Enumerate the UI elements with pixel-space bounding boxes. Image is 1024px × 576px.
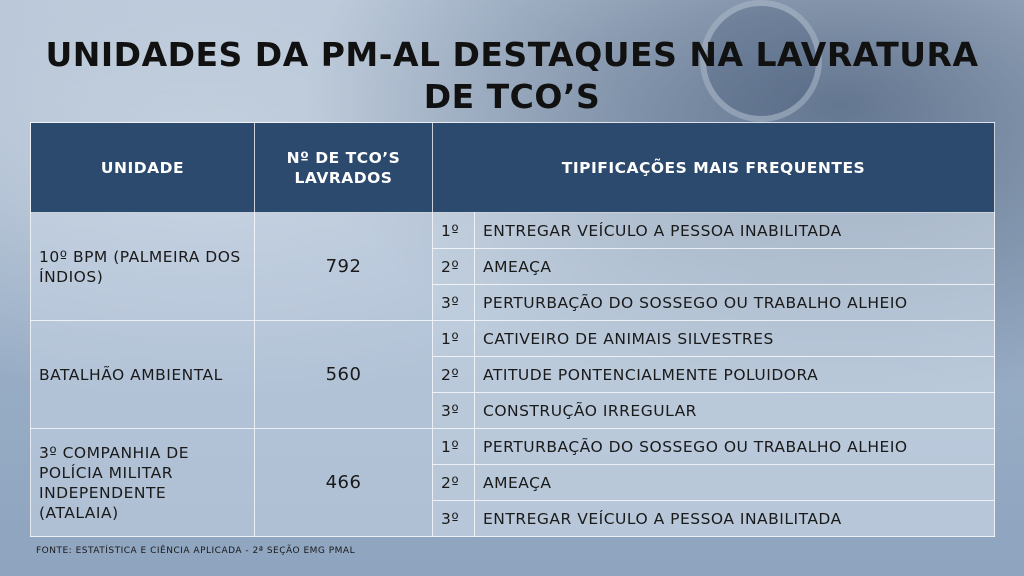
unit-cell: BATALHÃO AMBIENTAL (30, 320, 255, 429)
rank-cell: 2º (432, 464, 475, 501)
type-cell: AMEAÇA (474, 464, 995, 501)
rank-cell: 1º (432, 428, 475, 465)
page-title: UNIDADES DA PM-AL DESTAQUES NA LAVRATURA… (0, 34, 1024, 118)
table-row: 3º PERTURBAÇÃO DO SOSSEGO OU TRABALHO AL… (31, 284, 995, 321)
title-line-2: DE TCO’S (423, 77, 601, 116)
table-row: 2º AMEAÇA (31, 464, 995, 501)
rank-cell: 2º (432, 356, 475, 393)
table-row: 10º BPM (PALMEIRA DOS ÍNDIOS) 792 1º ENT… (30, 212, 995, 321)
type-cell: PERTURBAÇÃO DO SOSSEGO OU TRABALHO ALHEI… (474, 428, 995, 465)
police-badge-emblem (700, 0, 822, 122)
table-row: 3º ENTREGAR VEÍCULO A PESSOA INABILITADA (31, 500, 995, 537)
rank-cell: 3º (432, 392, 475, 429)
type-cell: ENTREGAR VEÍCULO A PESSOA INABILITADA (474, 500, 995, 537)
type-cell: ENTREGAR VEÍCULO A PESSOA INABILITADA (474, 212, 995, 249)
type-cell: CATIVEIRO DE ANIMAIS SILVESTRES (474, 320, 995, 357)
tco-table: UNIDADE Nº DE TCO’S LAVRADOS TIPIFICAÇÕE… (30, 122, 995, 537)
rank-cell: 3º (432, 284, 475, 321)
table-row: 2º AMEAÇA (31, 248, 995, 285)
type-cell: ATITUDE PONTENCIALMENTE POLUIDORA (474, 356, 995, 393)
rank-cell: 1º (432, 212, 475, 249)
table-header-row: UNIDADE Nº DE TCO’S LAVRADOS TIPIFICAÇÕE… (30, 122, 995, 213)
source-footnote: FONTE: ESTATÍSTICA E CIÊNCIA APLICADA - … (36, 546, 356, 556)
count-cell: 792 (254, 212, 433, 321)
count-cell: 560 (254, 320, 433, 429)
type-cell: PERTURBAÇÃO DO SOSSEGO OU TRABALHO ALHEI… (474, 284, 995, 321)
header-types: TIPIFICAÇÕES MAIS FREQUENTES (432, 122, 995, 213)
count-cell: 466 (254, 428, 433, 537)
header-unit: UNIDADE (30, 122, 255, 213)
rank-cell: 3º (432, 500, 475, 537)
unit-cell: 3º COMPANHIA DE POLÍCIA MILITAR INDEPEND… (30, 428, 255, 537)
table-row: BATALHÃO AMBIENTAL 560 1º CATIVEIRO DE A… (30, 320, 995, 429)
header-count: Nº DE TCO’S LAVRADOS (254, 122, 433, 213)
type-cell: CONSTRUÇÃO IRREGULAR (474, 392, 995, 429)
rank-cell: 2º (432, 248, 475, 285)
table-row: 2º ATITUDE PONTENCIALMENTE POLUIDORA (31, 356, 995, 393)
unit-cell: 10º BPM (PALMEIRA DOS ÍNDIOS) (30, 212, 255, 321)
title-line-1: UNIDADES DA PM-AL DESTAQUES NA LAVRATURA (45, 35, 979, 74)
type-cell: AMEAÇA (474, 248, 995, 285)
rank-cell: 1º (432, 320, 475, 357)
table-row: 3º COMPANHIA DE POLÍCIA MILITAR INDEPEND… (30, 428, 995, 537)
table-row: 3º CONSTRUÇÃO IRREGULAR (31, 392, 995, 429)
